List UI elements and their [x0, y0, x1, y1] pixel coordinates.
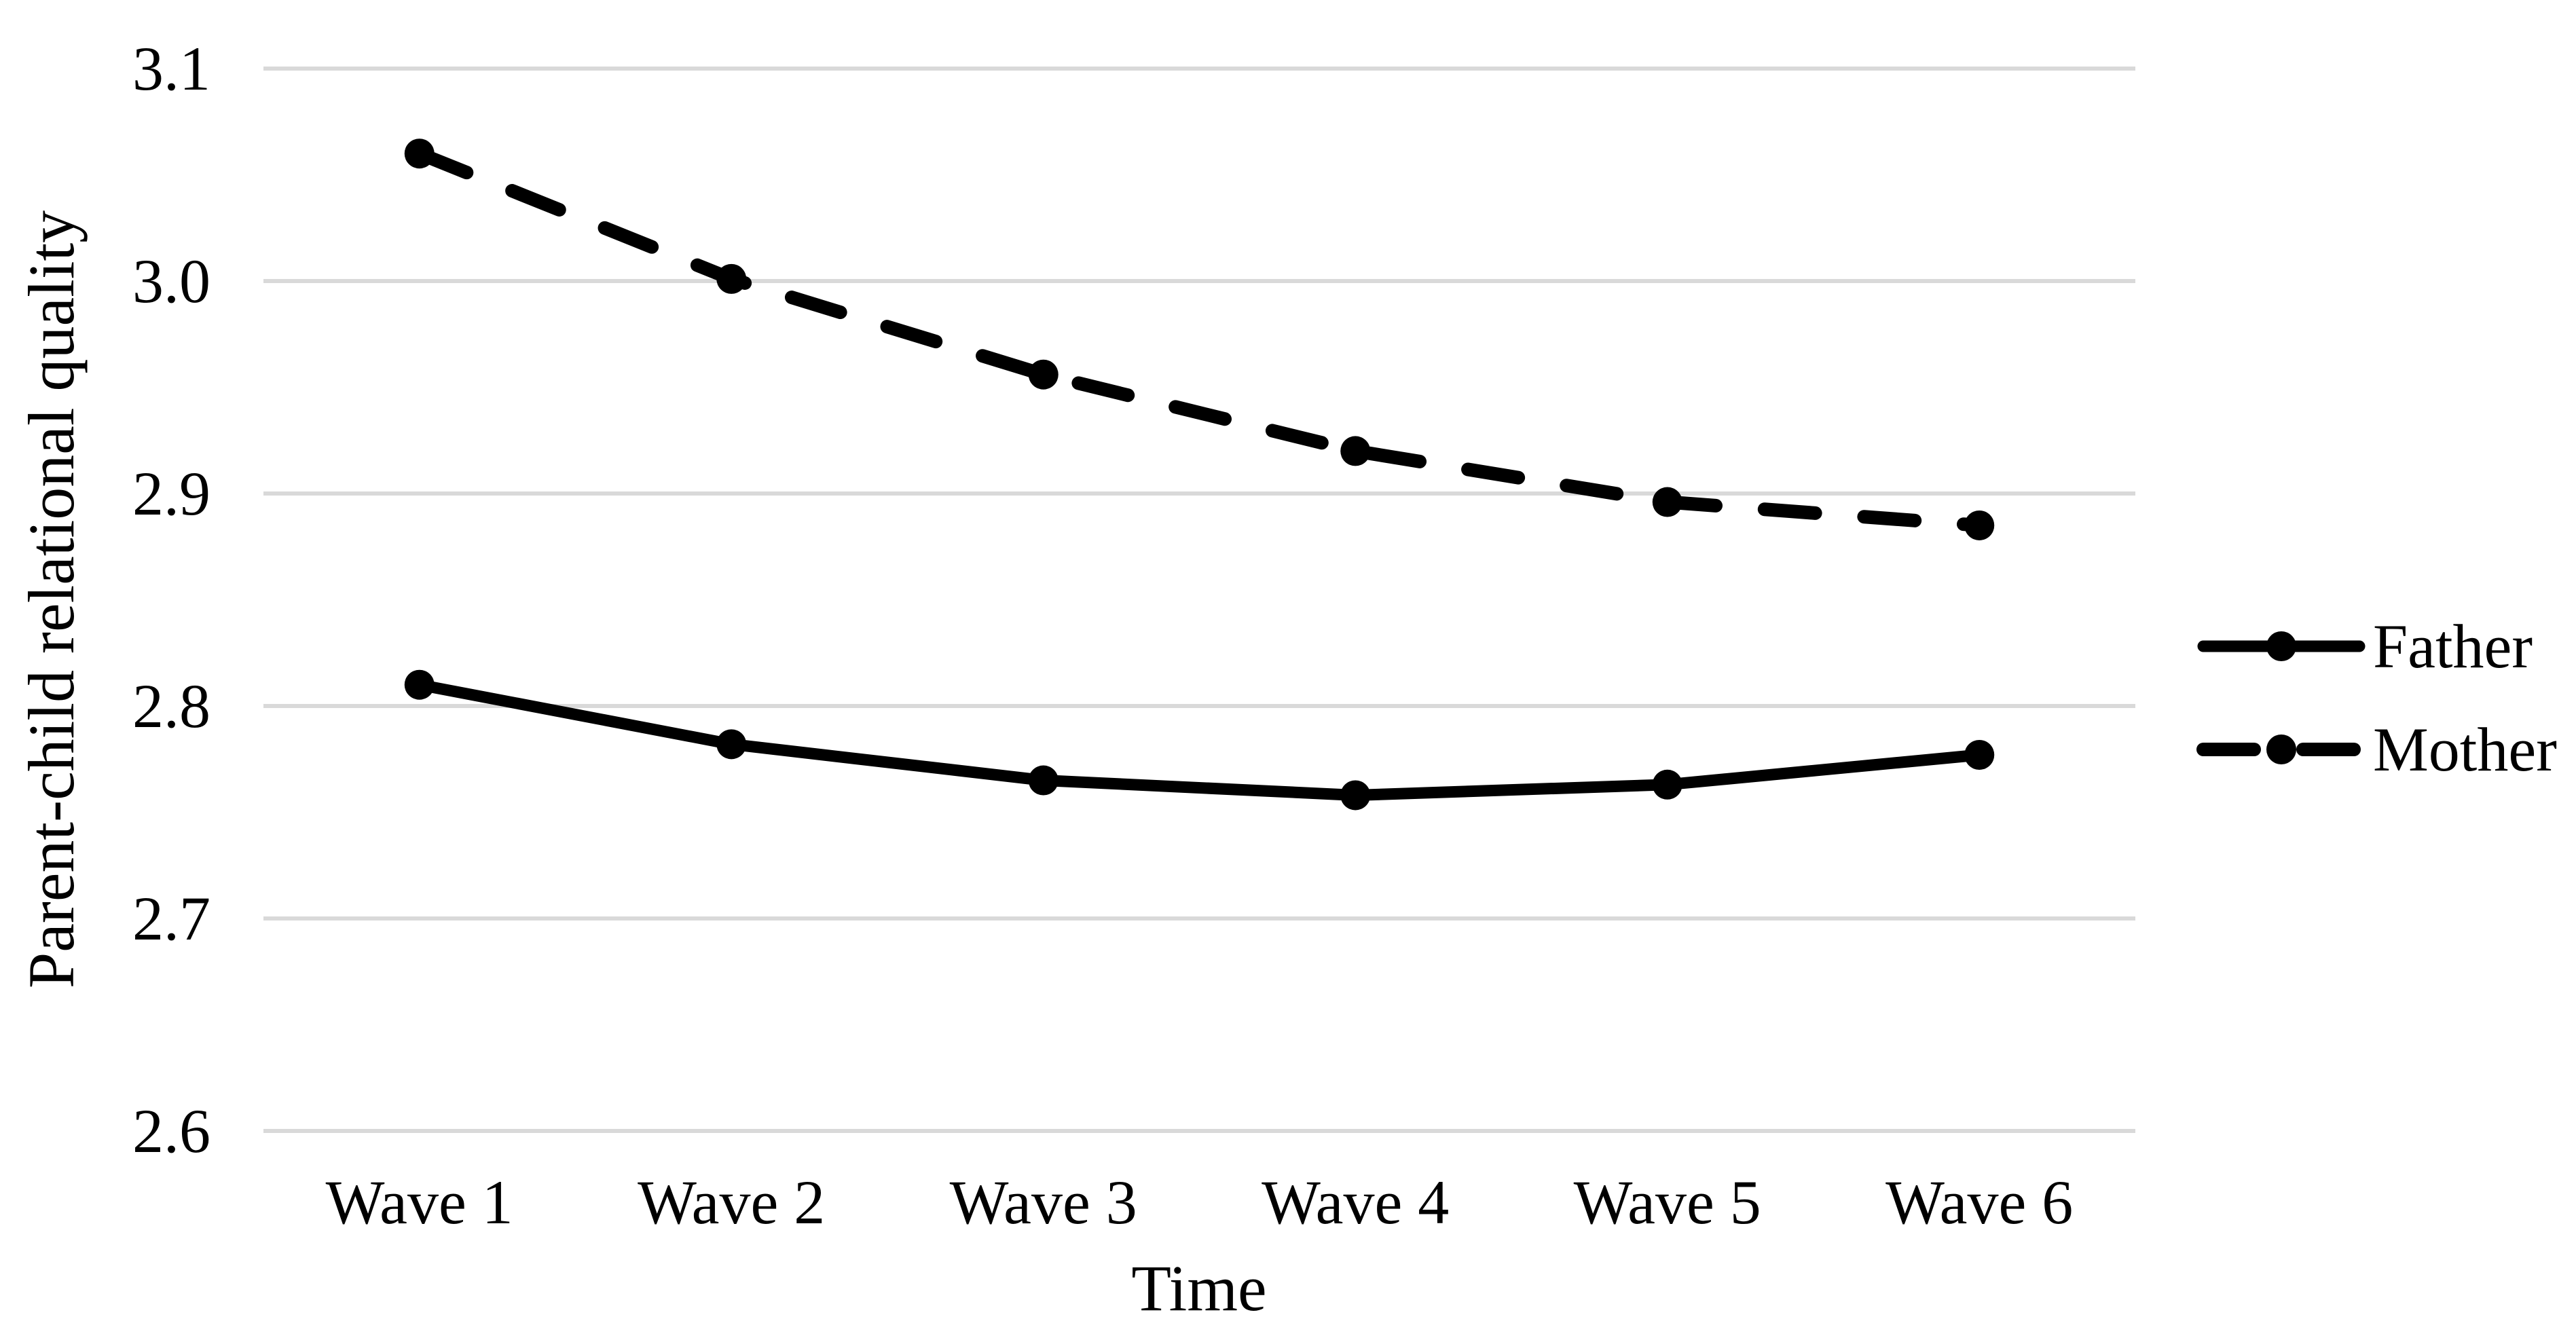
- legend-sample-marker-mother: [2266, 735, 2296, 764]
- father-line: [413, 679, 1985, 801]
- mother-data-point-marker: [716, 263, 747, 294]
- y-axis-tick-labels: 3.1 3.0 2.9 2.8 2.7 2.6: [132, 34, 210, 1166]
- x-tick-label: Wave 2: [638, 1168, 825, 1237]
- gridlines-group: [263, 67, 2135, 1133]
- y-axis-title: Parent-child relational quality: [15, 210, 88, 988]
- father-data-point-marker: [1028, 765, 1059, 796]
- legend-sample-marker-father: [2266, 631, 2296, 661]
- father-data-point-marker: [1652, 769, 1682, 800]
- mother-data-point-marker: [1964, 510, 1995, 540]
- x-tick-label: Wave 5: [1574, 1168, 1761, 1237]
- series-group: [404, 138, 1995, 811]
- legend-label-mother: Mother: [2373, 715, 2557, 784]
- y-tick-label: 2.9: [132, 459, 210, 528]
- y-tick-label: 2.6: [132, 1096, 210, 1166]
- legend-label-father: Father: [2373, 612, 2533, 681]
- x-axis-tick-labels: Wave 1 Wave 2 Wave 3 Wave 4 Wave 5 Wave 6: [326, 1168, 2074, 1237]
- y-tick-label: 2.7: [132, 884, 210, 953]
- father-data-point-marker: [404, 669, 435, 700]
- y-tick-label: 3.1: [132, 34, 210, 103]
- y-tick-label: 2.8: [132, 671, 210, 741]
- x-tick-label: Wave 3: [950, 1168, 1137, 1237]
- father-data-point-marker: [1964, 739, 1995, 770]
- father-data-point-marker: [716, 729, 747, 760]
- mother-data-point-marker: [1652, 487, 1682, 517]
- mother-data-point-marker: [404, 138, 435, 169]
- legend: Father Mother: [2196, 612, 2557, 784]
- x-tick-label: Wave 1: [326, 1168, 513, 1237]
- mother-data-point-marker: [1340, 436, 1371, 466]
- x-tick-label: Wave 6: [1885, 1168, 2073, 1237]
- x-axis-title: Time: [1131, 1252, 1266, 1324]
- x-tick-label: Wave 4: [1262, 1168, 1449, 1237]
- mother-data-point-marker: [1028, 359, 1059, 390]
- father-data-point-marker: [1340, 780, 1371, 811]
- mother-line: [412, 147, 1987, 532]
- y-tick-label: 3.0: [132, 246, 210, 316]
